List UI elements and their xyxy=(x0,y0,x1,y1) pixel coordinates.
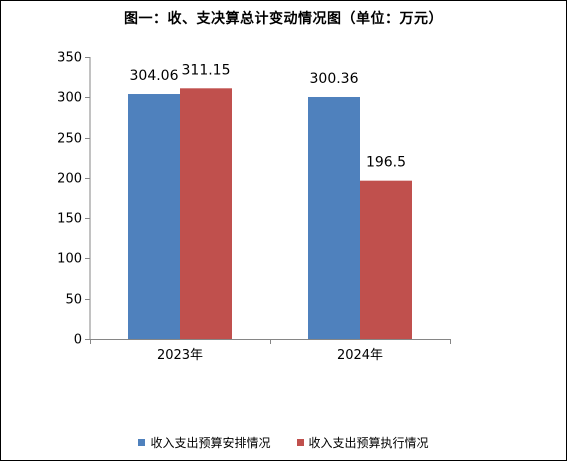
bar xyxy=(308,96,360,339)
y-tick-label: 0 xyxy=(74,333,82,348)
legend: 收入支出预算安排情况 收入支出预算执行情况 xyxy=(0,434,567,451)
y-tick-label: 350 xyxy=(57,51,82,66)
chart-title: 图一：收、支决算总计变动情况图（单位：万元） xyxy=(124,11,443,27)
y-tick-label: 100 xyxy=(57,252,82,267)
y-tick-label: 200 xyxy=(57,172,82,187)
bar xyxy=(180,88,232,339)
legend-swatch-plan xyxy=(138,439,146,446)
data-label: 300.36 xyxy=(310,71,359,87)
data-label: 311.15 xyxy=(182,62,231,78)
data-label: 196.5 xyxy=(366,155,406,171)
legend-swatch-execution xyxy=(296,439,304,446)
bar xyxy=(128,94,180,339)
y-tick-label: 250 xyxy=(57,132,82,147)
x-tick-label: 2024年 xyxy=(337,348,383,363)
x-tick-label: 2023年 xyxy=(157,348,203,363)
y-tick-label: 50 xyxy=(65,293,82,308)
legend-item-plan[interactable]: 收入支出预算安排情况 xyxy=(138,434,271,451)
legend-label-execution: 收入支出预算执行情况 xyxy=(308,436,429,450)
bar xyxy=(360,180,412,339)
legend-label-plan: 收入支出预算安排情况 xyxy=(150,436,271,450)
legend-item-execution[interactable]: 收入支出预算执行情况 xyxy=(296,434,429,451)
y-tick-label: 150 xyxy=(57,212,82,227)
data-label: 304.06 xyxy=(130,68,179,84)
y-tick-label: 300 xyxy=(57,91,82,106)
